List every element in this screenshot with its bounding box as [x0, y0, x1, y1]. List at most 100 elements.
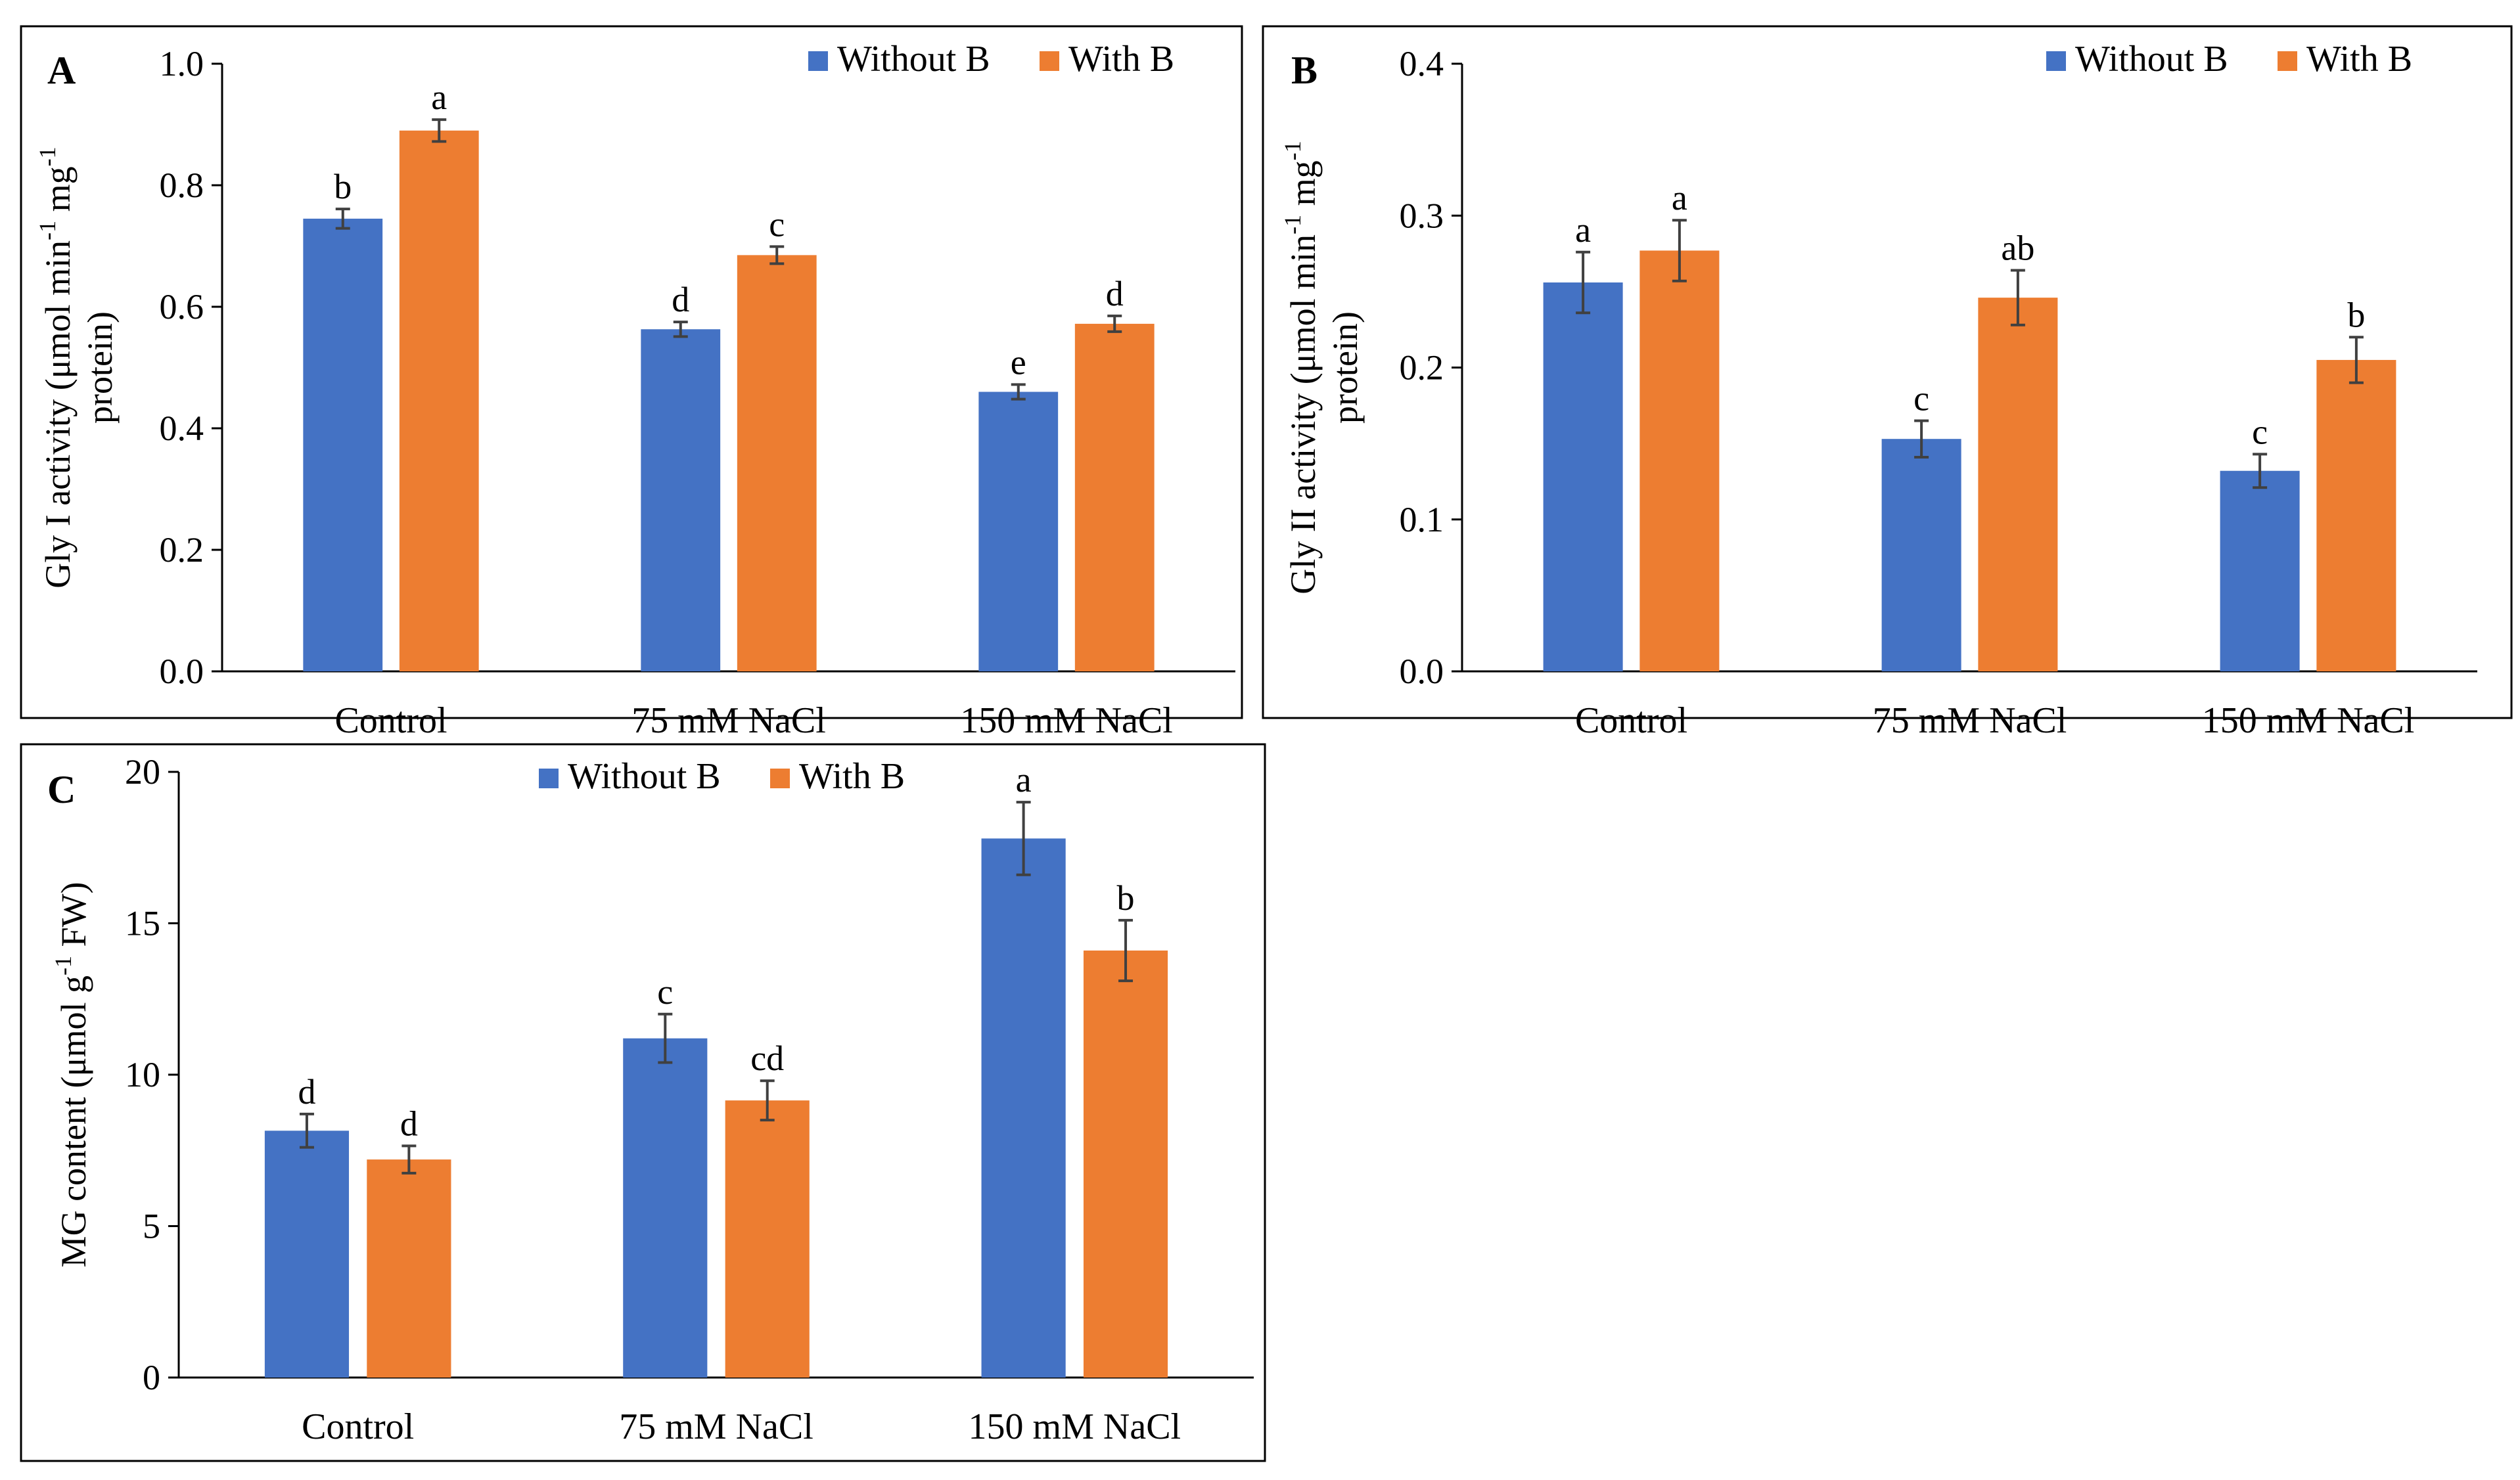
chart-panel-B: B 0.0 0.1 0.2 0.3 0.4 Gly II activity (μmol mi…	[1262, 25, 2513, 741]
y-axis-title-superscript: -1	[34, 221, 60, 240]
significance-letter: d	[298, 1072, 315, 1111]
y-axis-title: MG content (μmol g-1 FW)	[50, 882, 93, 1268]
x-category-label: 75 mM NaCl	[619, 1406, 813, 1447]
panel-border	[1262, 25, 2513, 719]
significance-letter: d	[672, 280, 689, 319]
legend-swatch-with-b	[2278, 51, 2297, 71]
bar-without-b-1	[641, 329, 721, 672]
y-tick-label: 15	[125, 904, 160, 943]
y-axis-title-line2: protein)	[80, 311, 120, 424]
legend-swatch-with-b	[1040, 51, 1059, 71]
bar-with-b-1	[725, 1100, 810, 1378]
bar-with-b-0	[1639, 250, 1720, 671]
y-tick-label: 0.2	[1400, 348, 1444, 388]
panel-letter: B	[1291, 49, 1317, 92]
y-axis-title-line1: Gly I activity (μmol min-1 mg-1	[34, 146, 78, 588]
y-axis-title-part: mg	[1283, 160, 1323, 215]
legend-label-with-b: With B	[2306, 39, 2412, 79]
bar-with-b-2	[2316, 359, 2396, 671]
bar-with-b-2	[1083, 950, 1168, 1378]
x-category-label: Control	[302, 1406, 414, 1447]
y-tick-label: 5	[143, 1207, 160, 1246]
significance-letter: b	[2347, 295, 2365, 334]
significance-letter: b	[1117, 878, 1135, 918]
y-axis-title-line1: Gly II activity (μmol min-1 mg-1	[1279, 141, 1323, 594]
significance-letter: e	[1011, 342, 1026, 382]
y-tick-label: 0	[143, 1358, 160, 1397]
y-tick-label: 10	[125, 1055, 160, 1094]
significance-letter: ab	[2001, 229, 2034, 268]
legend-label-with-b: With B	[799, 756, 905, 797]
y-tick-label: 0.8	[160, 166, 204, 205]
significance-letter: d	[1106, 274, 1124, 313]
y-axis-title-part: MG content (μmol g	[54, 975, 93, 1267]
bar-without-b-1	[1881, 439, 1961, 671]
panel-border	[20, 25, 1243, 719]
bar-without-b-2	[978, 392, 1059, 671]
legend: Without B With B	[2046, 39, 2412, 79]
chart-panel-A: A 0.0 0.2 0.4 0.6 0.8 1.0 Gly I activity (μmol …	[20, 25, 1243, 741]
x-category-label: Control	[1575, 700, 1687, 741]
significance-letter: c	[769, 204, 785, 244]
panel-letter: A	[47, 49, 76, 92]
y-tick-label: 0.0	[160, 652, 204, 691]
legend-swatch-without-b	[2046, 51, 2066, 71]
y-tick-label: 0.3	[1400, 196, 1444, 235]
bar-without-b-0	[264, 1131, 350, 1378]
y-axis-title-superscript: -1	[34, 146, 60, 166]
legend-swatch-without-b	[808, 51, 828, 71]
y-tick-label: 0.4	[1400, 44, 1444, 83]
x-category-label: Control	[334, 700, 447, 741]
y-tick-label: 0.1	[1400, 500, 1444, 539]
y-tick-label: 0.4	[160, 409, 204, 448]
x-category-label: 150 mM NaCl	[960, 700, 1173, 741]
significance-letter: c	[2252, 412, 2268, 451]
bar-with-b-2	[1074, 323, 1155, 671]
y-axis-title: Gly I activity (μmol min-1 mg-1protein)	[34, 146, 120, 588]
legend: Without B With B	[539, 756, 905, 797]
significance-letter: c	[657, 972, 673, 1012]
bar-with-b-1	[1978, 298, 2058, 671]
y-tick-label: 0.2	[160, 530, 204, 570]
legend-label-with-b: With B	[1068, 39, 1174, 79]
y-axis-title-part: Gly I activity (μmol min	[38, 240, 78, 589]
y-axis-title: Gly II activity (μmol min-1 mg-1protein)	[1279, 141, 1365, 594]
y-tick-label: 0.6	[160, 287, 204, 326]
panel-border	[20, 743, 1266, 1462]
y-tick-label: 0.0	[1400, 652, 1444, 691]
y-axis-title-part: FW)	[54, 882, 93, 956]
y-axis-title-superscript: -1	[50, 956, 76, 975]
significance-letter: cd	[750, 1039, 784, 1078]
significance-letter: a	[1672, 178, 1687, 217]
bar-with-b-0	[399, 130, 479, 671]
y-tick-label: 1.0	[160, 44, 204, 83]
panel-letter: C	[47, 768, 76, 811]
legend-swatch-with-b	[770, 769, 790, 788]
legend-label-without-b: Without B	[2075, 39, 2228, 79]
significance-letter: a	[431, 78, 447, 117]
bar-with-b-1	[737, 255, 817, 671]
x-category-label: 150 mM NaCl	[2202, 700, 2415, 741]
x-category-label: 150 mM NaCl	[969, 1406, 1181, 1447]
bar-without-b-0	[303, 218, 383, 671]
legend-label-without-b: Without B	[837, 39, 990, 79]
x-category-label: 75 mM NaCl	[1873, 700, 2067, 741]
significance-letter: d	[400, 1104, 418, 1143]
bar-without-b-0	[1543, 282, 1623, 671]
significance-letter: c	[1913, 378, 1929, 418]
bar-without-b-1	[623, 1038, 708, 1378]
bar-with-b-0	[367, 1159, 451, 1378]
y-tick-label: 20	[125, 752, 160, 792]
y-axis-title-superscript: -1	[1279, 215, 1306, 235]
y-axis-title-superscript: -1	[1279, 141, 1306, 160]
y-axis-title-part: mg	[38, 166, 78, 221]
legend-label-without-b: Without B	[568, 756, 721, 797]
bar-without-b-2	[981, 838, 1066, 1378]
chart-panel-C: C 0 5 10 15 20 MG content (μmol g-1 FW) Control…	[20, 743, 1266, 1462]
significance-letter: a	[1575, 210, 1591, 250]
y-axis-title-part: Gly II activity (μmol min	[1283, 235, 1323, 594]
significance-letter: b	[334, 167, 352, 206]
legend-swatch-without-b	[539, 769, 559, 788]
y-axis-title-line2: protein)	[1325, 311, 1365, 424]
